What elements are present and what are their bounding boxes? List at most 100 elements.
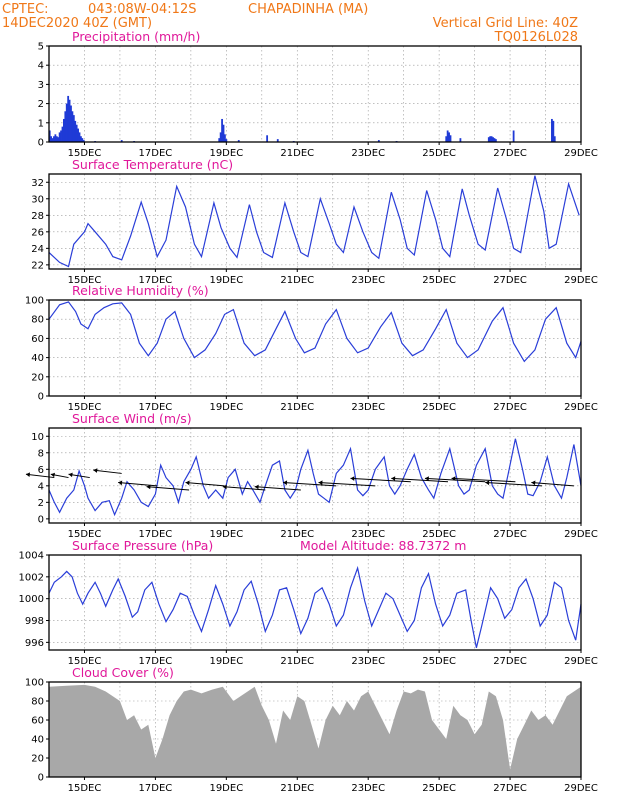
precip-bar-23 <box>81 138 84 142</box>
wind-vector-10 <box>318 482 376 487</box>
cloud-cover-ytick-label-4: 80 <box>31 697 44 708</box>
precip-bar-21 <box>78 132 81 142</box>
wind-arrowhead-11 <box>350 476 355 481</box>
precip-bar-43 <box>449 135 452 142</box>
precip-bar-12 <box>65 103 68 142</box>
wind-frame <box>48 427 582 524</box>
cloud-cover-area <box>49 684 581 777</box>
wind-ytick-label-3: 6 <box>38 465 44 476</box>
cloud-cover-xtick-label-7: 29DEC <box>564 783 598 794</box>
pressure-title: Surface Pressure (hPa) <box>72 538 213 553</box>
header-source: CPTEC: <box>2 2 49 17</box>
humidity-ytick-label-5: 100 <box>25 296 44 307</box>
wind-vector-7 <box>222 486 266 491</box>
wind-arrowhead-16 <box>531 480 536 486</box>
humidity-xtick-label-1: 17DEC <box>139 402 173 413</box>
precip-bar-26 <box>120 140 123 142</box>
temperature-xtick-label-0: 15DEC <box>68 275 102 286</box>
precip-bar-14 <box>68 99 71 142</box>
precip-bar-34 <box>237 140 240 142</box>
wind-arrowhead-8 <box>254 484 259 490</box>
precipitation-ytick-label-0: 0 <box>38 138 44 149</box>
precip-bar-48 <box>492 137 494 142</box>
humidity-xtick-label-5: 25DEC <box>422 402 456 413</box>
precipitation-xtick-label-1: 17DEC <box>139 148 173 159</box>
wind-xtick-label-3: 21DEC <box>280 529 314 540</box>
temperature-line <box>48 175 580 268</box>
humidity-ytick-label-3: 60 <box>31 334 44 345</box>
wind-vector-11 <box>350 477 411 483</box>
precip-bar-50 <box>494 139 497 142</box>
humidity-xtick-label-2: 19DEC <box>209 402 243 413</box>
cloud-cover-ytick-label-3: 60 <box>31 716 44 727</box>
pressure-xtick-label-1: 17DEC <box>139 656 173 667</box>
precip-bar-32 <box>224 134 226 142</box>
cloud-cover-ytick-label-2: 40 <box>31 735 44 746</box>
temperature-xtick-label-5: 25DEC <box>422 275 456 286</box>
precipitation-xtick-label-0: 15DEC <box>68 148 102 159</box>
humidity-xtick-label-7: 29DEC <box>564 402 598 413</box>
precip-bar-28 <box>218 138 221 142</box>
header-coords: 043:08W-04:12S <box>88 2 196 17</box>
humidity-line <box>48 301 582 363</box>
precip-bar-54 <box>553 136 556 142</box>
pressure-annotation: Model Altitude: 88.7372 m <box>300 538 466 553</box>
precip-bar-0 <box>48 130 51 142</box>
wind-arrowhead-5 <box>146 484 151 490</box>
precip-bar-3 <box>53 136 55 142</box>
precip-bar-53 <box>552 120 555 142</box>
precipitation-ytick-label-5: 5 <box>38 42 44 53</box>
precip-bar-4 <box>54 134 57 142</box>
precip-bar-10 <box>62 118 65 142</box>
wind-arrowhead-0 <box>25 472 30 477</box>
pressure-ytick-label-2: 1000 <box>19 594 44 605</box>
wind-arrowhead-10 <box>318 480 323 486</box>
humidity-ytick-label-2: 40 <box>31 353 44 364</box>
panels: 0 1 2 3 4 5 15DEC 17DEC 19DEC 21DEC 23DEC 25DEC 27DE… <box>19 29 598 794</box>
temperature-ytick-label-3: 28 <box>31 211 44 222</box>
wind-vector-15 <box>485 482 543 487</box>
wind-arrowhead-13 <box>424 476 429 481</box>
precip-bar-6 <box>57 137 60 142</box>
pressure-xtick-label-3: 21DEC <box>280 656 314 667</box>
wind-arrowhead-3 <box>93 468 98 473</box>
header-model-id: TQ0126L028 <box>494 30 578 45</box>
wind-arrowhead-7 <box>222 484 227 490</box>
pressure-line <box>48 565 582 648</box>
wind-vector-12 <box>391 477 449 483</box>
wind-arrowhead-6 <box>185 480 190 486</box>
precip-bar-22 <box>80 136 82 142</box>
wind-vector-3 <box>93 469 122 474</box>
temperature-ytick-label-0: 22 <box>31 260 44 271</box>
pressure-ytick-label-0: 996 <box>25 638 44 649</box>
humidity-ytick-label-4: 80 <box>31 315 44 326</box>
precip-bar-41 <box>446 130 449 142</box>
precip-bar-8 <box>60 130 62 142</box>
temperature-frame <box>48 173 582 270</box>
wind-vector-16 <box>531 482 574 487</box>
wind-xtick-label-2: 19DEC <box>209 529 243 540</box>
precip-bar-18 <box>74 120 77 142</box>
cloud-cover-xtick-label-0: 15DEC <box>68 783 102 794</box>
wind-line <box>48 438 582 517</box>
precipitation-ytick-label-2: 2 <box>38 99 44 110</box>
humidity-xtick-label-4: 23DEC <box>351 402 385 413</box>
precip-bar-7 <box>58 132 61 142</box>
precipitation-ytick-label-1: 1 <box>38 118 44 129</box>
temperature-ytick-label-2: 26 <box>31 227 44 238</box>
humidity-panel: 0 20 40 60 80 100 15DEC 17DEC 19DEC 21DEC 23DEC 25D… <box>25 283 598 413</box>
cloud-cover-title: Cloud Cover (%) <box>72 665 174 680</box>
wind-arrowhead-1 <box>50 472 55 478</box>
header: CPTEC: 043:08W-04:12S CHAPADINHA (MA) 14… <box>2 2 578 45</box>
wind-vector-9 <box>283 482 337 487</box>
temperature-panel: 22 24 26 28 30 32 15DEC 17DEC 19DEC 21DEC 23DEC 25D… <box>31 157 598 286</box>
humidity-frame <box>48 299 582 397</box>
pressure-ytick-label-1: 998 <box>25 616 44 627</box>
wind-arrowhead-4 <box>118 480 123 486</box>
wind-xtick-label-7: 29DEC <box>564 529 598 540</box>
header-init-time: 14DEC2020 40Z (GMT) <box>2 16 152 31</box>
temperature-xtick-label-7: 29DEC <box>564 275 598 286</box>
precipitation-ytick-label-4: 4 <box>38 61 44 72</box>
precip-bar-20 <box>77 128 79 142</box>
precip-bar-19 <box>75 124 78 142</box>
